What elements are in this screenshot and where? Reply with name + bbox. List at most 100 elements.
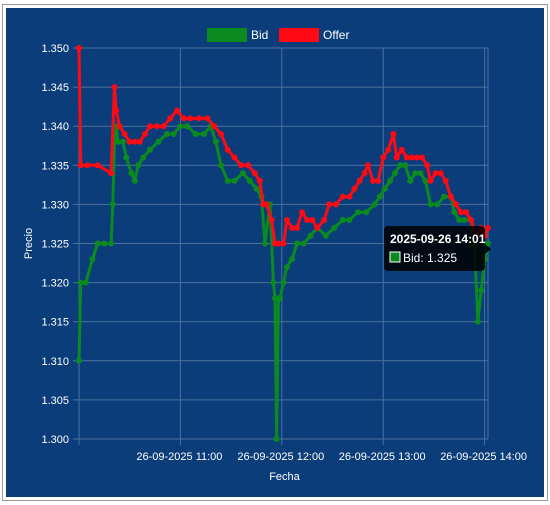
- data-point-bid[interactable]: [402, 162, 409, 169]
- data-point-bid[interactable]: [392, 170, 398, 177]
- data-point-bid[interactable]: [212, 138, 219, 145]
- data-point-bid[interactable]: [294, 240, 300, 247]
- data-point-offer[interactable]: [385, 146, 392, 153]
- data-point-offer[interactable]: [346, 193, 353, 200]
- data-point-offer[interactable]: [289, 224, 295, 231]
- data-point-offer[interactable]: [398, 146, 405, 153]
- data-point-offer[interactable]: [211, 123, 218, 130]
- data-point-offer[interactable]: [141, 131, 148, 137]
- legend-item-offer[interactable]: Offer: [279, 28, 349, 42]
- data-point-bid[interactable]: [108, 240, 115, 247]
- data-point-offer[interactable]: [280, 240, 287, 247]
- data-point-offer[interactable]: [174, 107, 180, 114]
- data-point-offer[interactable]: [304, 217, 311, 223]
- data-point-bid[interactable]: [427, 201, 434, 208]
- data-point-bid[interactable]: [289, 256, 295, 263]
- data-point-bid[interactable]: [94, 240, 101, 247]
- data-point-bid[interactable]: [123, 154, 130, 161]
- data-point-offer[interactable]: [442, 177, 449, 184]
- data-point-bid[interactable]: [184, 123, 191, 130]
- data-point-offer[interactable]: [447, 193, 454, 200]
- data-point-bid[interactable]: [407, 177, 414, 184]
- data-point-offer[interactable]: [321, 217, 328, 223]
- data-point-bid[interactable]: [376, 193, 383, 200]
- data-point-bid[interactable]: [155, 138, 162, 145]
- data-point-bid[interactable]: [82, 279, 89, 286]
- data-point-offer[interactable]: [309, 217, 316, 223]
- data-point-offer[interactable]: [111, 84, 118, 91]
- data-point-bid[interactable]: [434, 201, 441, 208]
- data-point-offer[interactable]: [108, 170, 115, 177]
- data-point-offer[interactable]: [356, 177, 363, 184]
- data-point-offer[interactable]: [294, 224, 300, 231]
- data-point-offer[interactable]: [256, 177, 263, 184]
- data-point-bid[interactable]: [253, 185, 260, 192]
- data-point-bid[interactable]: [422, 177, 429, 184]
- data-point-bid[interactable]: [300, 240, 307, 247]
- data-point-offer[interactable]: [268, 217, 275, 223]
- data-point-offer[interactable]: [427, 177, 434, 184]
- data-point-bid[interactable]: [119, 138, 126, 145]
- data-point-bid[interactable]: [474, 318, 481, 325]
- data-point-offer[interactable]: [393, 154, 400, 161]
- data-point-bid[interactable]: [397, 162, 404, 169]
- data-point-offer[interactable]: [361, 170, 368, 177]
- data-point-offer[interactable]: [424, 162, 431, 169]
- data-point-offer[interactable]: [116, 123, 123, 130]
- data-point-bid[interactable]: [114, 138, 121, 145]
- data-point-bid[interactable]: [177, 123, 184, 130]
- data-point-bid[interactable]: [461, 217, 468, 223]
- data-point-offer[interactable]: [351, 185, 358, 192]
- data-point-offer[interactable]: [113, 107, 120, 114]
- data-point-offer[interactable]: [370, 177, 377, 184]
- data-point-offer[interactable]: [437, 170, 444, 177]
- data-point-offer[interactable]: [419, 154, 426, 161]
- data-point-offer[interactable]: [167, 115, 174, 122]
- data-point-offer[interactable]: [314, 224, 321, 231]
- data-point-offer[interactable]: [231, 154, 238, 161]
- data-point-offer[interactable]: [485, 224, 491, 231]
- data-point-bid[interactable]: [201, 131, 208, 137]
- data-point-bid[interactable]: [322, 232, 329, 239]
- data-point-bid[interactable]: [246, 177, 253, 184]
- data-point-bid[interactable]: [147, 146, 153, 153]
- data-point-offer[interactable]: [196, 115, 202, 122]
- data-point-bid[interactable]: [192, 131, 199, 137]
- data-point-offer[interactable]: [245, 162, 251, 169]
- data-point-offer[interactable]: [263, 201, 270, 208]
- data-point-bid[interactable]: [387, 177, 393, 184]
- data-point-bid[interactable]: [131, 177, 138, 184]
- data-point-bid[interactable]: [307, 232, 314, 239]
- data-point-bid[interactable]: [135, 162, 142, 169]
- data-point-offer[interactable]: [339, 193, 346, 200]
- data-point-offer[interactable]: [403, 154, 410, 161]
- data-point-bid[interactable]: [76, 357, 82, 364]
- data-point-bid[interactable]: [485, 240, 491, 247]
- data-point-bid[interactable]: [218, 162, 224, 169]
- data-point-bid[interactable]: [381, 185, 388, 192]
- data-point-bid[interactable]: [239, 170, 246, 177]
- data-point-offer[interactable]: [147, 123, 153, 130]
- data-point-offer[interactable]: [153, 123, 160, 130]
- data-point-bid[interactable]: [371, 201, 378, 208]
- data-point-bid[interactable]: [128, 170, 135, 177]
- data-point-offer[interactable]: [390, 131, 397, 137]
- data-point-bid[interactable]: [354, 209, 361, 216]
- data-point-offer[interactable]: [84, 162, 91, 169]
- data-point-offer[interactable]: [380, 154, 387, 161]
- data-point-offer[interactable]: [94, 162, 101, 169]
- data-point-offer[interactable]: [224, 146, 231, 153]
- data-point-offer[interactable]: [218, 131, 224, 137]
- data-point-offer[interactable]: [126, 138, 133, 145]
- data-point-offer[interactable]: [136, 138, 143, 145]
- data-point-offer[interactable]: [458, 209, 464, 216]
- data-point-offer[interactable]: [463, 209, 469, 216]
- data-point-bid[interactable]: [277, 295, 284, 302]
- data-point-offer[interactable]: [365, 162, 371, 169]
- data-point-offer[interactable]: [76, 45, 82, 51]
- data-point-bid[interactable]: [77, 279, 84, 286]
- data-point-offer[interactable]: [131, 138, 138, 145]
- data-point-bid[interactable]: [280, 279, 287, 286]
- data-point-offer[interactable]: [468, 217, 475, 223]
- data-point-offer[interactable]: [160, 123, 167, 130]
